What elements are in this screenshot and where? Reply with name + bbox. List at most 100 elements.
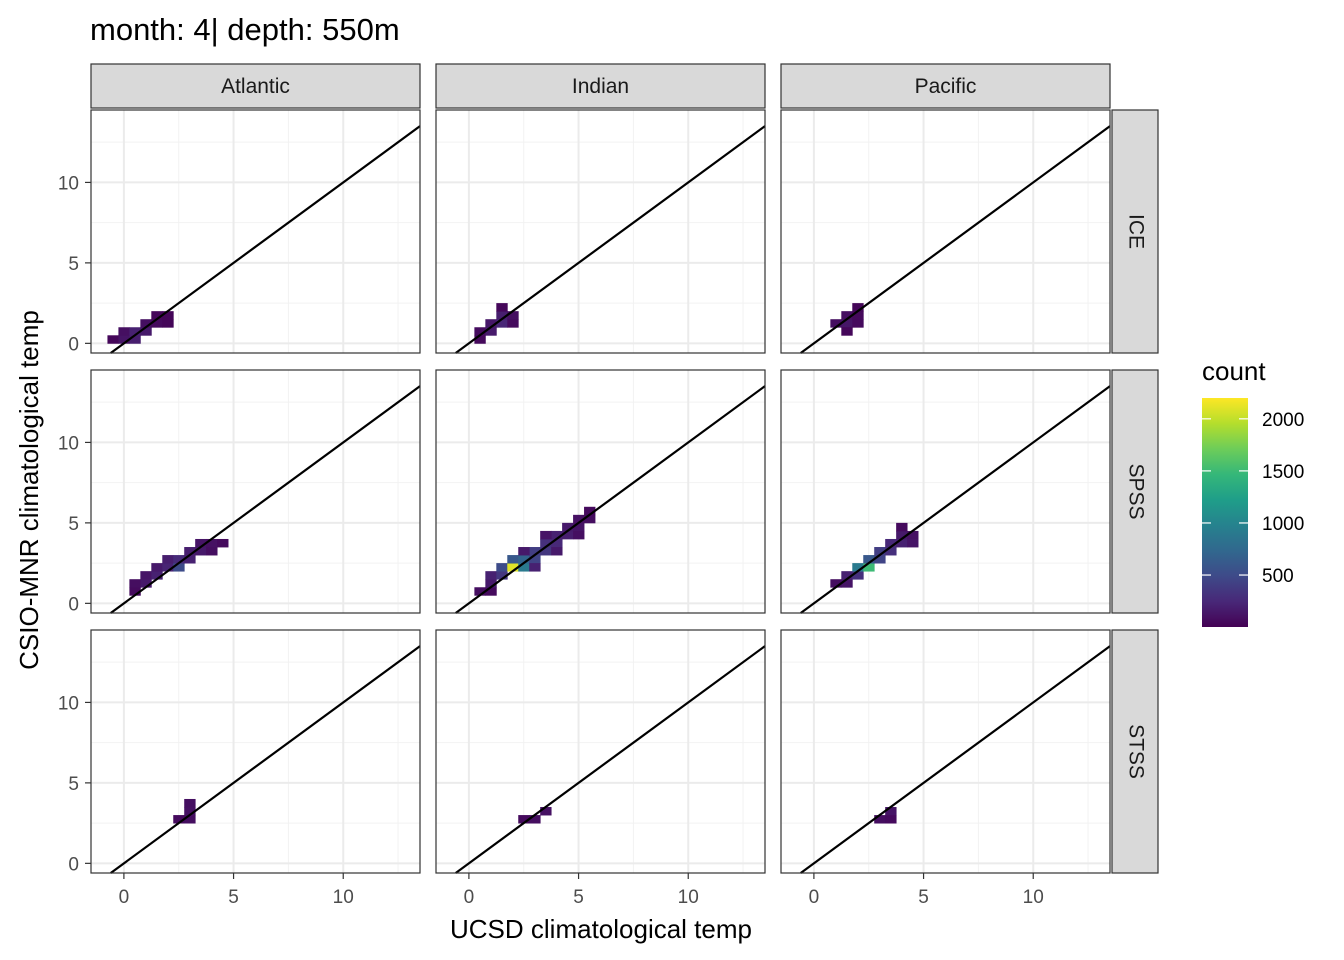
panel-background [781, 370, 1110, 613]
heatmap-cell [584, 514, 596, 524]
x-tick-label: 10 [1023, 887, 1044, 908]
heatmap-cell [852, 571, 864, 580]
reference-line [800, 125, 1111, 354]
heatmap-cell [151, 563, 163, 572]
row-strip-spss [1111, 369, 1159, 614]
heatmap-cell [151, 571, 163, 580]
heatmap-cell [874, 555, 886, 564]
column-strip-pacific [780, 63, 1111, 109]
heatmap-cell [485, 571, 497, 580]
panel-pacific-spss [780, 369, 1111, 614]
heatmap-cell [507, 555, 519, 564]
heatmap-cell [485, 579, 497, 588]
heatmap-cell [173, 555, 185, 564]
panel-atlantic-stss: 0 5 10 0 5 10 [58, 629, 421, 908]
x-tick-label: 5 [918, 887, 929, 908]
y-axis-label: CSIO-MNR climatological temp [14, 310, 44, 670]
heatmap-cell [118, 335, 130, 344]
reference-line [455, 125, 766, 354]
heatmap-cell [496, 563, 508, 572]
heatmap-cell [540, 538, 552, 548]
panel-background [436, 630, 765, 873]
heatmap-cell [841, 311, 853, 320]
heatmap-cell [485, 319, 497, 328]
legend-colorbar [1202, 398, 1248, 627]
heatmap-cell [885, 547, 897, 556]
x-tick-label: 5 [228, 887, 239, 908]
panel-background [436, 110, 765, 353]
panel-border [90, 629, 421, 874]
column-strip-label: Pacific [915, 75, 977, 98]
panel-background [91, 630, 420, 873]
heatmap-cell [507, 319, 519, 328]
x-tick-label: 0 [809, 887, 820, 908]
panel-border [435, 369, 766, 614]
heatmap-cell [162, 311, 174, 320]
heatmap-cell [129, 327, 141, 336]
heatmap-cell [863, 563, 875, 572]
panel-border [780, 369, 1111, 614]
heatmap-cell [518, 555, 530, 564]
row-strip-label: STSS [1124, 724, 1147, 779]
heatmap-cell [841, 579, 853, 588]
heatmap-cell [529, 555, 541, 564]
heatmap-cell [184, 798, 196, 808]
heatmap-cell [162, 563, 174, 572]
heatmap-cell [485, 327, 497, 336]
heatmap-cell [206, 547, 218, 556]
reference-line [110, 385, 421, 614]
heatmap-cell [507, 311, 519, 320]
heatmap-cell [852, 319, 864, 328]
heatmap-cell [529, 815, 541, 824]
heatmap-cell [841, 327, 853, 336]
heatmap-cell [852, 563, 864, 572]
legend-tick-label: 1000 [1262, 514, 1304, 535]
heatmap-cell [529, 547, 541, 556]
heatmap-cell [540, 807, 552, 816]
heatmap-cell [907, 538, 919, 548]
legend-title: count [1202, 356, 1266, 386]
legend-tick-label: 2000 [1262, 410, 1304, 431]
heatmap-cell [195, 547, 207, 556]
heatmap-cell [140, 579, 152, 588]
row-strip-label: ICE [1124, 214, 1147, 249]
x-tick-label: 5 [573, 887, 584, 908]
panel-border [780, 109, 1111, 354]
heatmap-cell [140, 571, 152, 580]
heatmap-cell [540, 530, 552, 540]
heatmap-cell [584, 506, 596, 516]
y-tick-label: 5 [68, 254, 79, 275]
panel-indian-stss: 0 5 10 [435, 629, 766, 908]
heatmap-cell [562, 522, 574, 532]
y-tick-label: 10 [58, 433, 79, 454]
panel-background [91, 110, 420, 353]
panel-atlantic-ice: 0 5 10 [58, 109, 421, 355]
heatmap-cell [129, 335, 141, 344]
heatmap-cell [118, 327, 130, 336]
panel-pacific-stss: 0 5 10 [780, 629, 1111, 908]
panel-border [90, 369, 421, 614]
reference-line [800, 645, 1111, 874]
panel-border [90, 109, 421, 354]
heatmap-cell [518, 815, 530, 824]
heatmap-cell [830, 319, 842, 328]
heatmap-cell [573, 530, 585, 540]
heatmap-cell [896, 538, 908, 548]
heatmap-cell [173, 563, 185, 572]
legend-tick-label: 500 [1262, 566, 1294, 587]
heatmap-cell [474, 335, 486, 344]
heatmap-cell [573, 522, 585, 532]
heatmap-cell [562, 530, 574, 540]
row-strip-ice [1111, 109, 1159, 354]
heatmap-cell [896, 522, 908, 532]
heatmap-cell [841, 571, 853, 580]
panel-border [435, 629, 766, 874]
heatmap-cell [874, 547, 886, 556]
column-strip-atlantic [90, 63, 421, 109]
heatmap-cell [551, 547, 563, 556]
heatmap-cell [162, 555, 174, 564]
panel-grid: Atlantic Indian Pacific ICE SPSS STSS 0 5 10 0 5 10… [58, 63, 1159, 908]
heatmap-cell [518, 563, 530, 572]
legend-tick-label: 1500 [1262, 462, 1304, 483]
